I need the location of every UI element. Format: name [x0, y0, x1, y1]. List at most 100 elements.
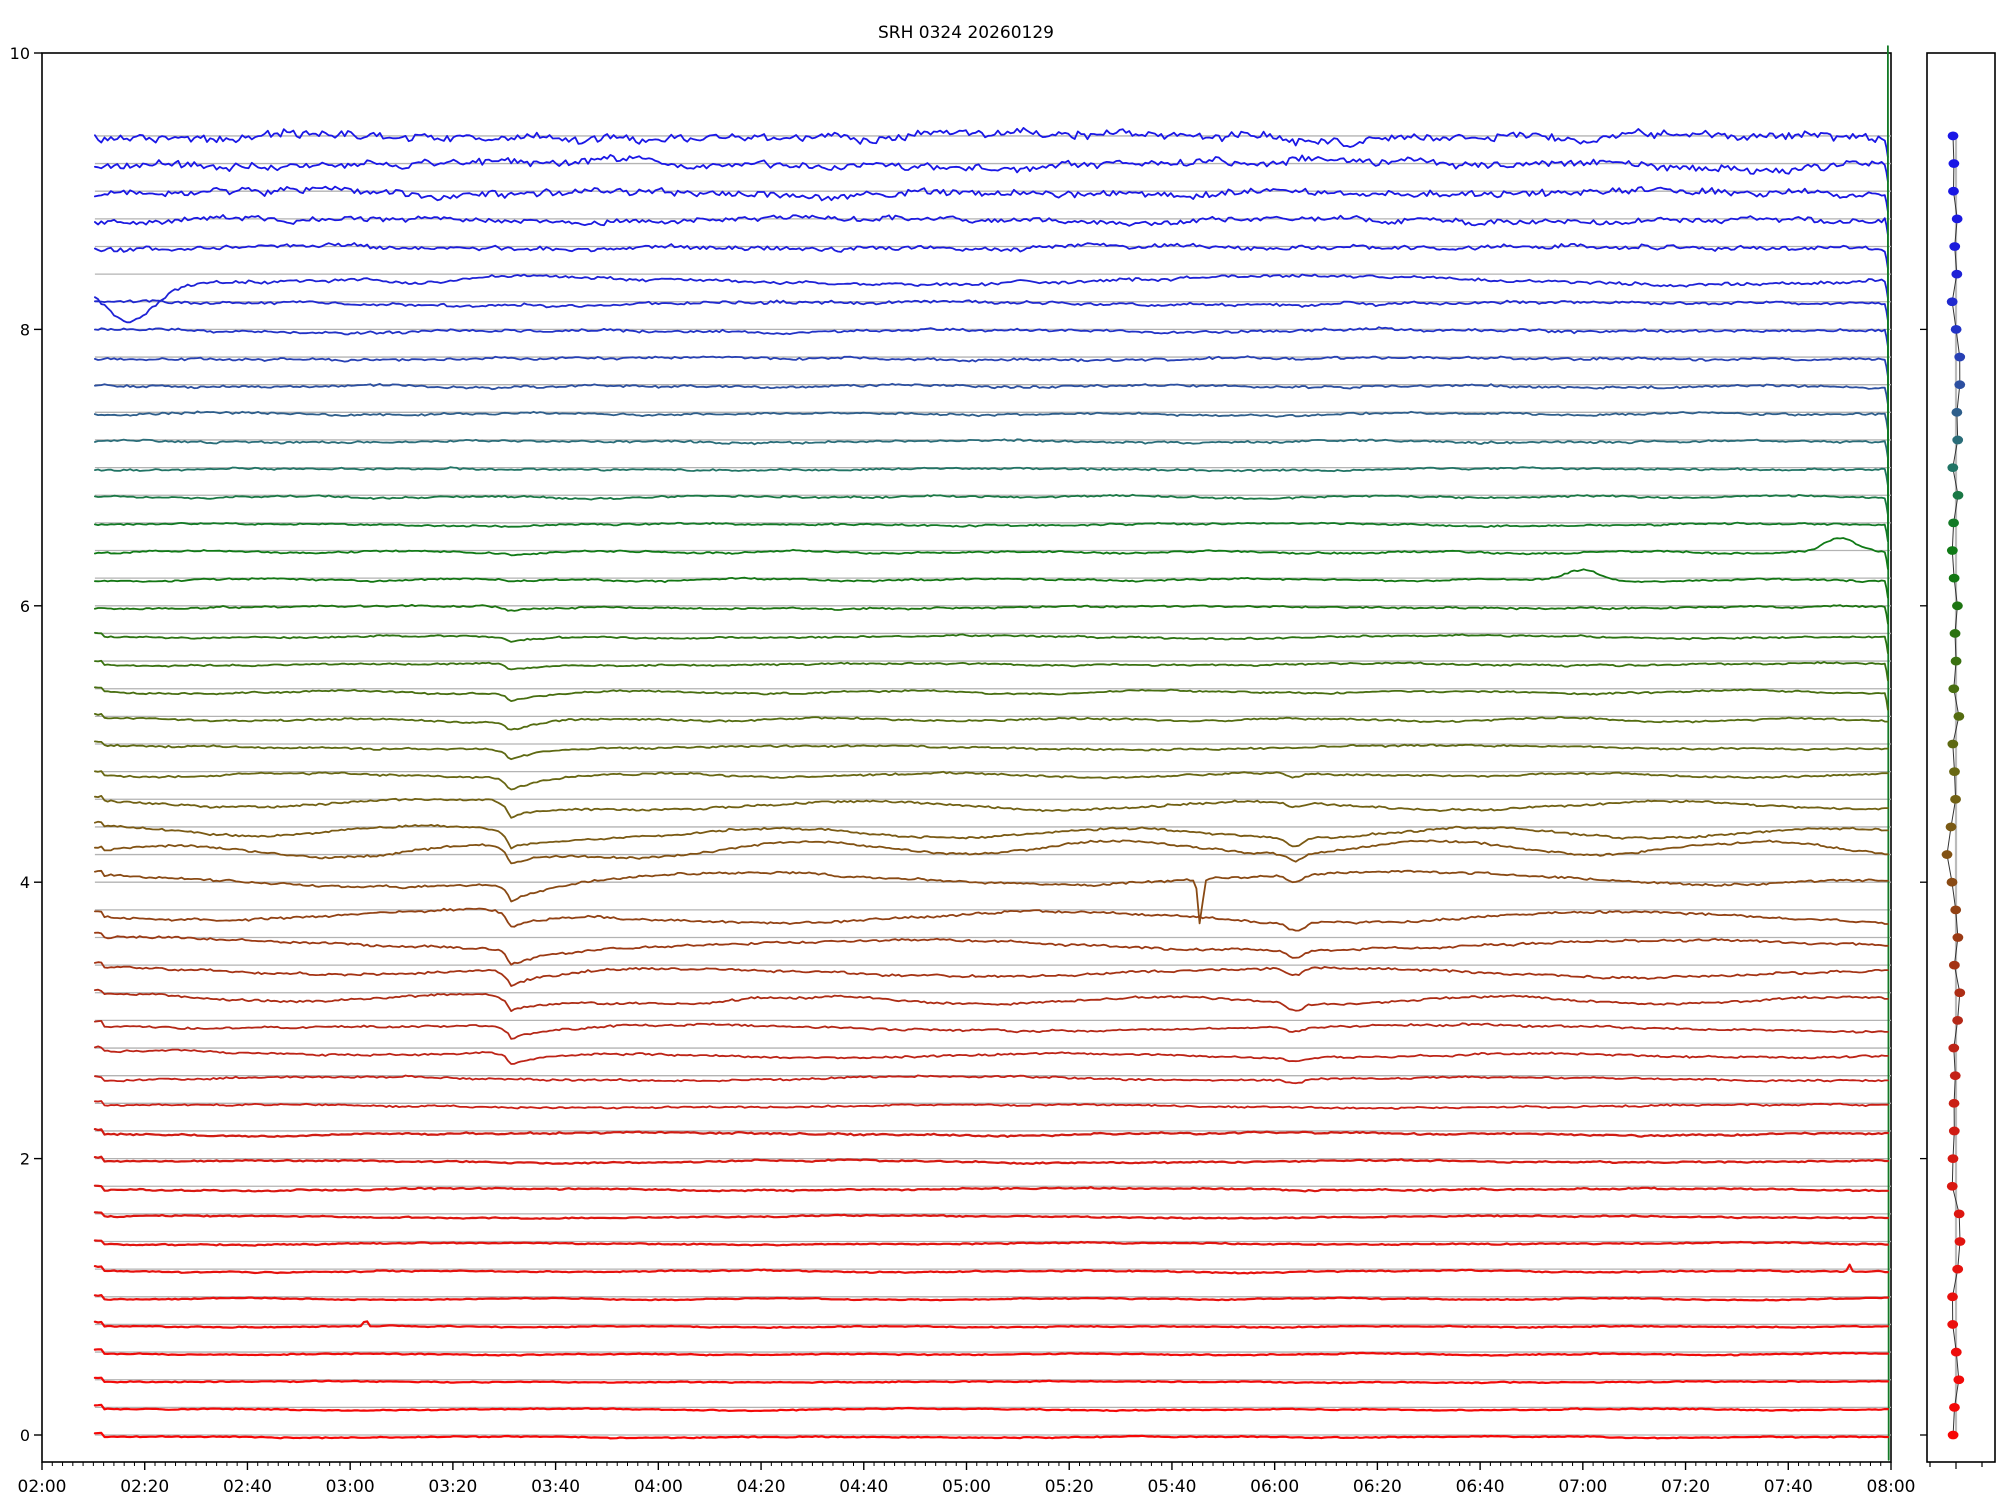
x-tick-label: 06:40	[1456, 1477, 1505, 1497]
signal-trace	[94, 355, 1889, 378]
spectrum-dot	[1954, 352, 1966, 362]
spectrum-dot	[1948, 960, 1960, 970]
spectrum-dot	[1948, 1043, 1960, 1053]
signal-trace	[94, 154, 1889, 183]
x-tick-label: 03:40	[531, 1477, 580, 1497]
x-tick-label: 07:20	[1661, 1477, 1710, 1497]
spectrum-dot	[1950, 325, 1962, 334]
plot-title: SRH 0324 20260129	[878, 23, 1054, 43]
signal-trace	[94, 604, 1889, 625]
spectrum-dot	[1954, 988, 1966, 998]
signal-trace	[93, 1403, 1889, 1413]
signal-trace	[94, 1074, 1889, 1085]
y-tick-label: 2	[20, 1150, 30, 1169]
spectrum-dot	[1950, 656, 1962, 666]
x-tick-label: 08:00	[1867, 1477, 1916, 1497]
spectrum-dot	[1950, 794, 1961, 804]
x-tick-label: 03:20	[428, 1477, 477, 1497]
spectrum-dot	[1953, 711, 1965, 721]
signal-trace	[94, 568, 1889, 599]
spectrum-dot	[1947, 463, 1959, 472]
signal-trace	[94, 1045, 1889, 1065]
spectrum-dot	[1951, 269, 1963, 279]
signal-trace	[93, 1263, 1889, 1275]
spectrum-dot	[1948, 684, 1960, 694]
signal-trace	[94, 410, 1889, 432]
signal-trace	[94, 988, 1889, 1012]
spectrum-dot	[1948, 159, 1960, 168]
x-tick-label: 05:40	[1147, 1477, 1196, 1497]
x-tick-label: 02:40	[223, 1477, 272, 1497]
x-tick-label: 06:20	[1353, 1477, 1402, 1497]
spectrum-dot	[1948, 1098, 1960, 1108]
signal-trace	[94, 961, 1889, 987]
spectrum-dot	[1946, 546, 1958, 555]
x-tick-label: 04:00	[634, 1477, 683, 1497]
signal-trace	[94, 795, 1889, 819]
signal-trace	[94, 686, 1889, 711]
signal-trace	[94, 382, 1889, 406]
spectrum-dot	[1947, 1292, 1958, 1302]
spectrum-dot	[1946, 877, 1958, 887]
spectrum-dot	[1953, 1375, 1965, 1385]
y-tick-label: 4	[20, 873, 30, 892]
signal-trace	[94, 466, 1889, 487]
x-tick-label: 04:40	[839, 1477, 888, 1497]
spectrum-dot	[1953, 1209, 1965, 1219]
spectrum-dot	[1947, 1430, 1959, 1440]
spectrum-dot	[1947, 1320, 1959, 1329]
x-tick-label: 07:00	[1558, 1477, 1607, 1497]
spectrum-dot	[1950, 1347, 1962, 1357]
spectrum-connector-line	[1946, 135, 1961, 1436]
spectrum-dot	[1952, 601, 1963, 611]
signal-trace	[94, 659, 1889, 682]
signal-trace	[93, 1239, 1889, 1247]
x-tick-label: 05:00	[942, 1477, 991, 1497]
spectrum-dot	[1952, 933, 1964, 942]
spectrum-dot	[1949, 1071, 1961, 1081]
signal-trace	[94, 438, 1889, 459]
spectrum-dot	[1951, 407, 1963, 417]
spectrum-dot	[1949, 242, 1961, 251]
signal-trace	[94, 537, 1889, 570]
spectrum-dot	[1946, 297, 1958, 307]
spectrum-dot	[1952, 1264, 1964, 1274]
y-tick-label: 10	[10, 44, 30, 63]
signal-trace	[94, 45, 1890, 1461]
signal-trace	[94, 242, 1889, 270]
signal-trace	[94, 214, 1889, 236]
spectrum-dot	[1948, 573, 1960, 583]
x-tick-label: 07:40	[1764, 1477, 1813, 1497]
spectrum-dot	[1952, 490, 1964, 500]
spectrum-dot	[1950, 905, 1962, 915]
signal-trace	[94, 931, 1889, 966]
spectrum-dot	[1947, 1154, 1959, 1163]
signal-trace	[94, 185, 1889, 213]
signal-trace	[94, 740, 1889, 761]
x-tick-label: 02:20	[120, 1477, 169, 1497]
signal-trace	[94, 1100, 1889, 1110]
signal-trace	[94, 127, 1889, 158]
signal-trace	[94, 869, 1889, 925]
spectrum-dot	[1949, 629, 1961, 638]
spectrum-dot	[1948, 186, 1959, 196]
signal-trace	[94, 631, 1889, 654]
x-tick-label: 06:00	[1250, 1477, 1299, 1497]
signal-trace	[94, 1020, 1889, 1040]
spectrum-dot	[1952, 1016, 1964, 1025]
spectrum-dot	[1948, 1126, 1960, 1136]
signal-trace	[93, 1155, 1889, 1165]
signal-trace	[93, 1348, 1889, 1357]
signal-trace	[94, 820, 1889, 850]
spectrum-dot	[1954, 1237, 1966, 1246]
x-tick-label: 04:20	[737, 1477, 786, 1497]
spectrum-dot	[1949, 1402, 1960, 1412]
signal-trace	[94, 770, 1889, 791]
x-tick-label: 05:20	[1045, 1477, 1094, 1497]
signal-trace	[94, 326, 1889, 348]
signal-trace	[94, 299, 1889, 322]
signal-trace	[93, 1431, 1889, 1440]
main-axes-frame	[41, 52, 1892, 1463]
